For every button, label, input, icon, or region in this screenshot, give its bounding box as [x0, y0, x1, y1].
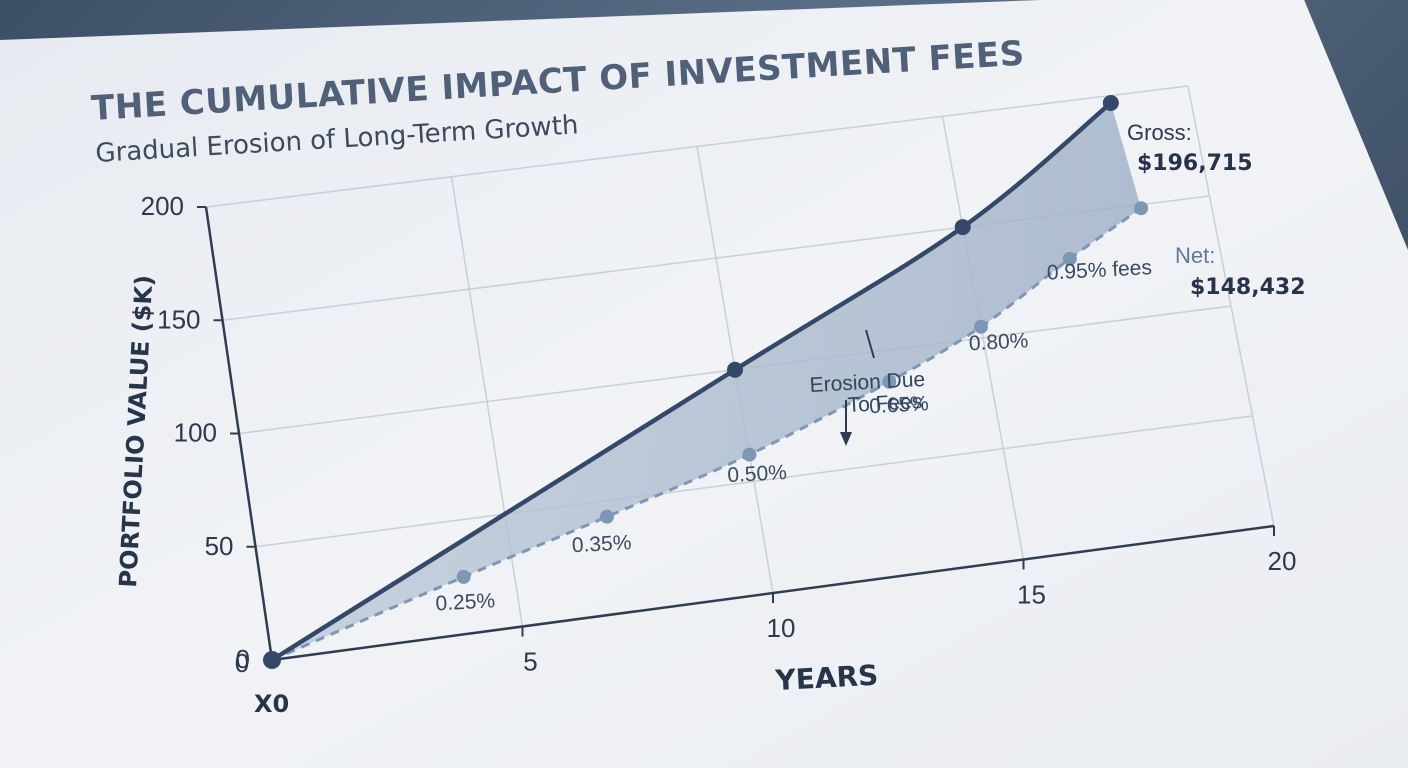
fee-label: 0.50%	[727, 461, 788, 487]
gross-point	[1102, 94, 1119, 111]
gross-series-line	[269, 100, 1114, 663]
erosion-area	[272, 102, 1142, 661]
erosion-leader-top	[865, 329, 875, 359]
gross-value: $196,715	[1137, 151, 1253, 176]
y-tick-label: 100	[174, 418, 217, 448]
tick-labels: 0 50 100 150 200 0 5 10 15 20	[141, 191, 1297, 678]
fee-label: 0.65%	[869, 392, 930, 418]
erosion-fill	[272, 102, 1142, 661]
y-tick-label: 0	[236, 644, 250, 674]
net-point	[1062, 251, 1077, 266]
grid-line-v	[941, 116, 1025, 560]
gross-point	[727, 361, 743, 378]
x-axis-title: YEARS	[774, 659, 879, 697]
x-tick-label: 20	[1268, 546, 1297, 576]
fee-label: 0.25%	[435, 589, 496, 615]
net-label: Net:	[1175, 243, 1215, 268]
fee-label: 0.95% fees	[1046, 256, 1152, 284]
net-point	[882, 374, 897, 389]
erosion-arrow	[840, 400, 852, 446]
fee-labels: 0.25% 0.35% 0.50% 0.65% 0.80% 0.95% fees	[435, 256, 1153, 615]
x-tick-label: 5	[523, 647, 537, 677]
gross-label: Gross:	[1127, 120, 1192, 145]
net-point	[1134, 201, 1149, 216]
grid-line-v	[1187, 85, 1275, 527]
origin-label: X0	[254, 690, 289, 718]
y-tick-label: 150	[157, 304, 200, 334]
x-tick-label: 15	[1017, 580, 1046, 610]
net-point	[600, 509, 615, 524]
fee-label: 0.80%	[968, 329, 1029, 355]
y-tick-label: 200	[141, 191, 184, 221]
fee-label: 0.35%	[571, 531, 632, 557]
gross-point	[263, 651, 281, 669]
y-tick-label: 50	[205, 531, 234, 561]
net-point	[742, 447, 757, 462]
x-tick-label: 10	[767, 613, 796, 643]
x-tick-label: 0	[235, 648, 249, 678]
gross-point	[954, 219, 971, 236]
erosion-label-line2: To Fees	[847, 390, 923, 417]
net-point	[456, 569, 471, 584]
net-point	[973, 319, 988, 334]
net-value: $148,432	[1190, 275, 1306, 300]
series-group	[263, 94, 1149, 669]
